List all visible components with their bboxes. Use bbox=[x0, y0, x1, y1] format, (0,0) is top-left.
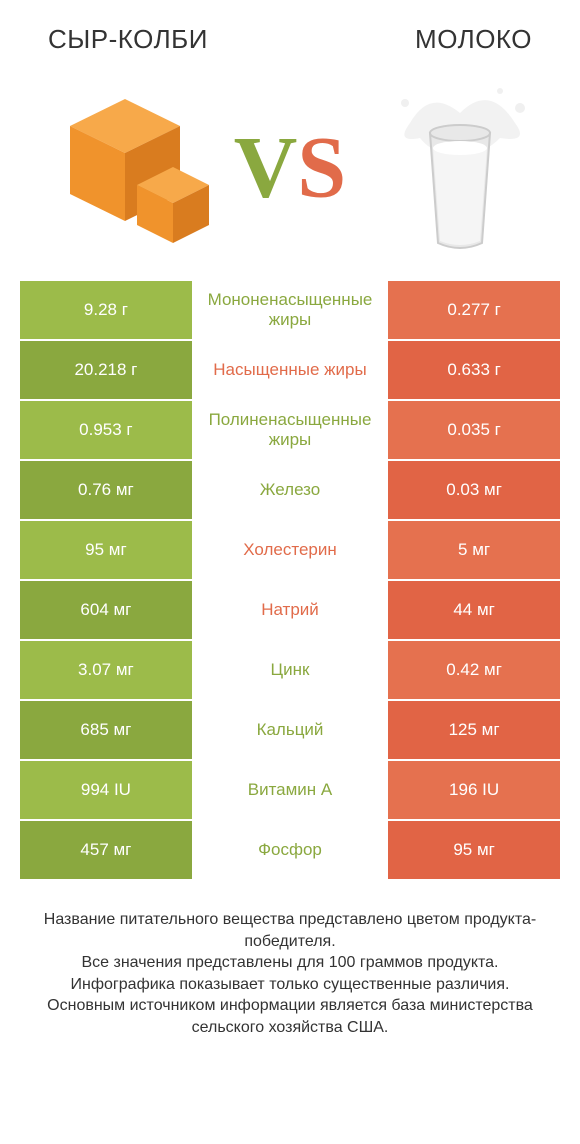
hero: VS bbox=[0, 63, 580, 273]
value-right: 125 мг bbox=[388, 701, 560, 759]
nutrient-label: Цинк bbox=[192, 641, 388, 699]
value-right: 5 мг bbox=[388, 521, 560, 579]
value-right: 0.035 г bbox=[388, 401, 560, 459]
table-row: 604 мгНатрий44 мг bbox=[20, 581, 560, 639]
value-left: 3.07 мг bbox=[20, 641, 192, 699]
nutrient-label: Натрий bbox=[192, 581, 388, 639]
value-left: 0.953 г bbox=[20, 401, 192, 459]
table-row: 3.07 мгЦинк0.42 мг bbox=[20, 641, 560, 699]
table-row: 685 мгКальций125 мг bbox=[20, 701, 560, 759]
nutrient-label: Кальций bbox=[192, 701, 388, 759]
table-row: 20.218 гНасыщенные жиры0.633 г bbox=[20, 341, 560, 399]
value-right: 0.277 г bbox=[388, 281, 560, 339]
footer-text: Название питательного вещества представл… bbox=[0, 881, 580, 1039]
value-left: 685 мг bbox=[20, 701, 192, 759]
value-left: 0.76 мг bbox=[20, 461, 192, 519]
table-row: 95 мгХолестерин5 мг bbox=[20, 521, 560, 579]
value-left: 457 мг bbox=[20, 821, 192, 879]
table-row: 0.953 гПолиненасыщенные жиры0.035 г bbox=[20, 401, 560, 459]
value-left: 20.218 г bbox=[20, 341, 192, 399]
nutrient-label: Витамин A bbox=[192, 761, 388, 819]
value-right: 44 мг bbox=[388, 581, 560, 639]
value-left: 9.28 г bbox=[20, 281, 192, 339]
vs-label: VS bbox=[234, 118, 347, 219]
nutrient-label: Фосфор bbox=[192, 821, 388, 879]
vs-s: S bbox=[297, 120, 346, 217]
milk-image bbox=[380, 83, 540, 253]
value-right: 0.633 г bbox=[388, 341, 560, 399]
vs-v: V bbox=[234, 120, 298, 217]
nutrient-label: Железо bbox=[192, 461, 388, 519]
value-right: 0.03 мг bbox=[388, 461, 560, 519]
nutrient-label: Полиненасыщенные жиры bbox=[192, 401, 388, 459]
nutrient-label: Насыщенные жиры bbox=[192, 341, 388, 399]
value-right: 95 мг bbox=[388, 821, 560, 879]
nutrient-label: Холестерин bbox=[192, 521, 388, 579]
value-right: 196 IU bbox=[388, 761, 560, 819]
value-left: 604 мг bbox=[20, 581, 192, 639]
header: СЫР-КОЛБИ МОЛОКО bbox=[0, 0, 580, 63]
value-right: 0.42 мг bbox=[388, 641, 560, 699]
table-row: 994 IUВитамин A196 IU bbox=[20, 761, 560, 819]
value-left: 994 IU bbox=[20, 761, 192, 819]
cheese-image bbox=[40, 83, 230, 253]
comparison-table: 9.28 гМононенасыщенные жиры0.277 г20.218… bbox=[0, 273, 580, 879]
title-left: СЫР-КОЛБИ bbox=[48, 24, 208, 55]
table-row: 457 мгФосфор95 мг bbox=[20, 821, 560, 879]
nutrient-label: Мононенасыщенные жиры bbox=[192, 281, 388, 339]
table-row: 9.28 гМононенасыщенные жиры0.277 г bbox=[20, 281, 560, 339]
title-right: МОЛОКО bbox=[415, 24, 532, 55]
table-row: 0.76 мгЖелезо0.03 мг bbox=[20, 461, 560, 519]
value-left: 95 мг bbox=[20, 521, 192, 579]
